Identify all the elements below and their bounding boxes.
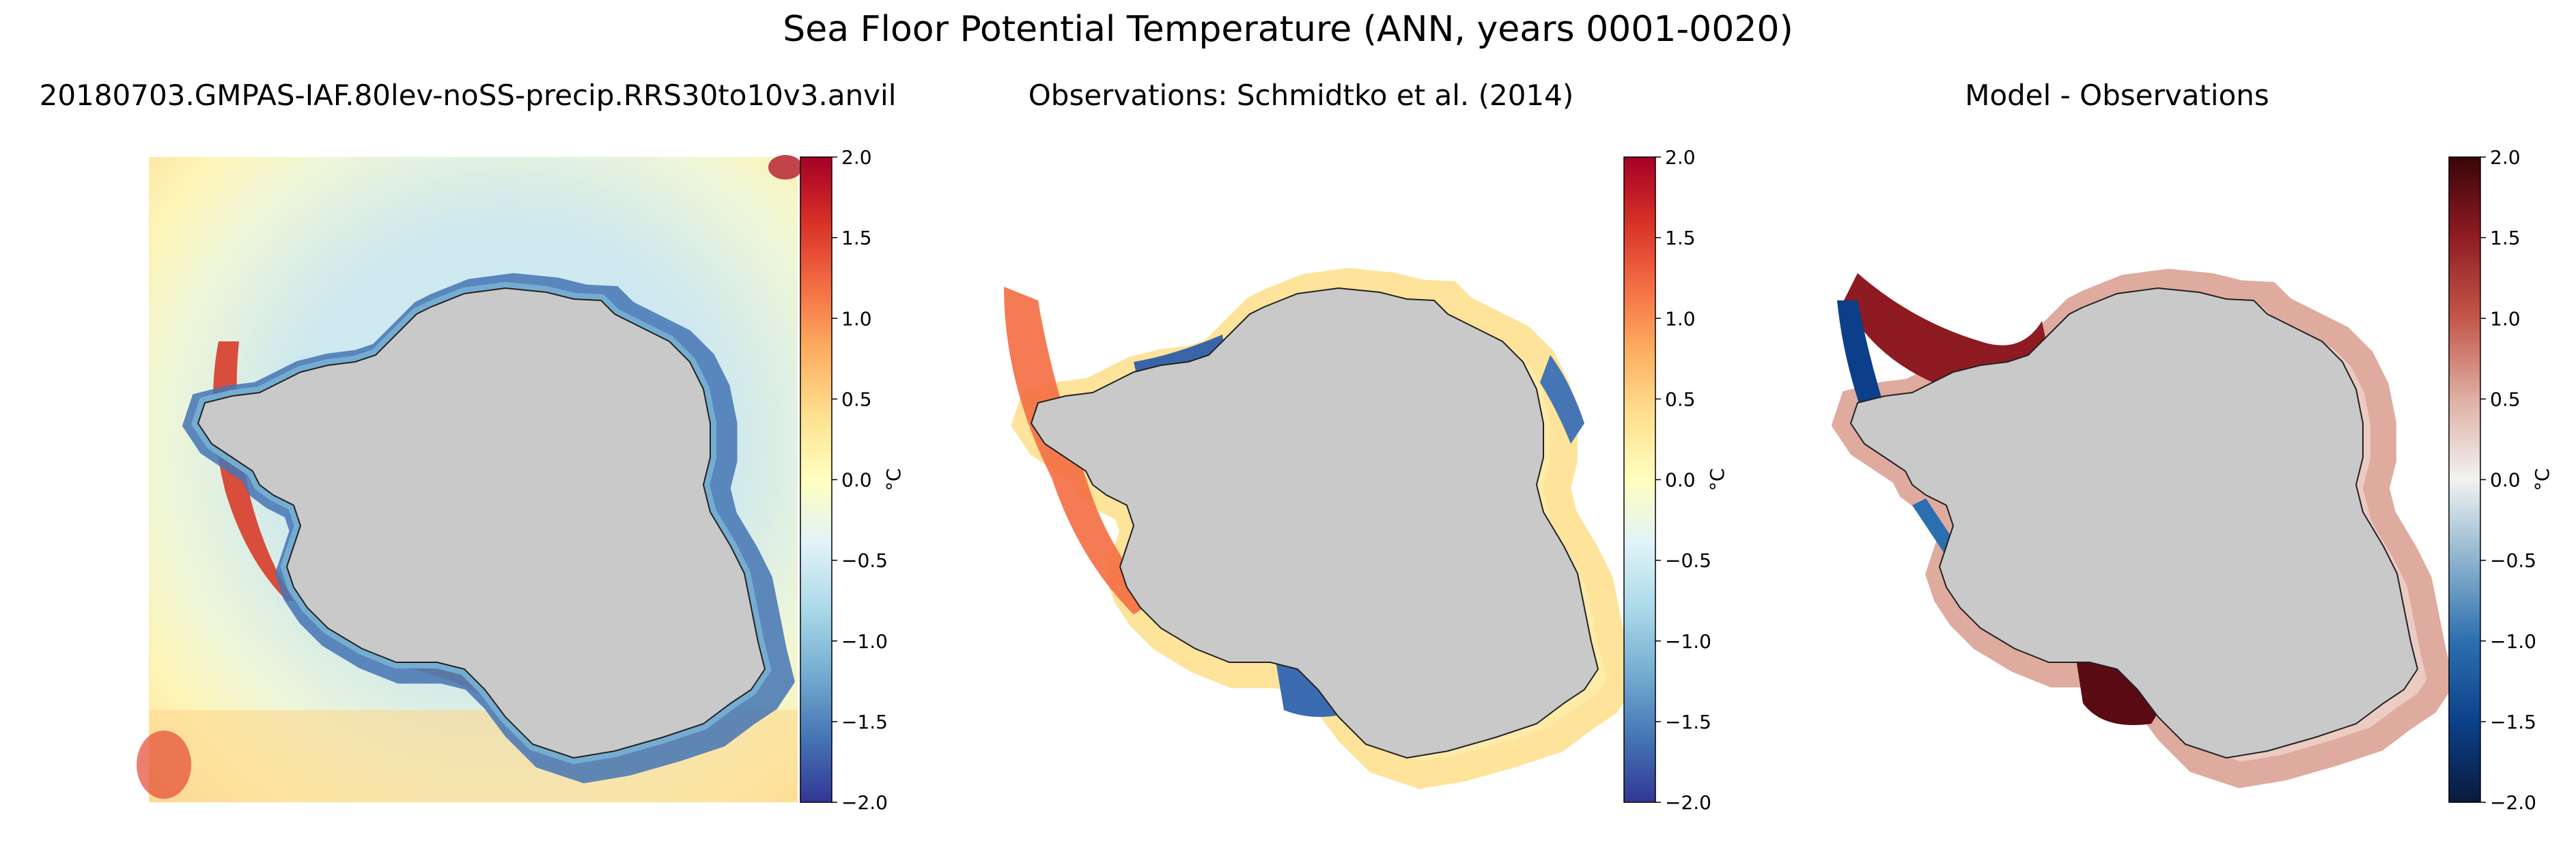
colorbar-scale [1623,156,1656,803]
colorbar-difference: 2.0 1.5 1.0 0.5 0.0 −0.5 −1.0 −1.5 −2.0 °C [2448,146,2553,814]
panel-title-difference: Model - Observations [1965,79,2269,112]
colorbar-model: 2.0 1.5 1.0 0.5 0.0 −0.5 −1.0 −1.5 −2.0 °C [800,146,905,814]
colorbar-tick-label: 0.0 [841,469,872,492]
colorbar-unit-label: °C [882,468,905,492]
colorbar-tick-label: 0.5 [2490,388,2521,410]
panel-observations [1004,282,1621,775]
colorbar-scale [2448,156,2481,803]
colorbar-tick-label: 1.5 [841,227,872,249]
colorbar-tick-label: −0.5 [2490,550,2536,572]
colorbar-tick-label: −1.5 [2490,711,2536,733]
figure-title: Sea Floor Potential Temperature (ANN, ye… [783,9,1793,50]
colorbar-tick-label: −1.0 [2490,630,2536,653]
model-warm-spot [768,155,802,180]
colorbar-tick-label: 1.5 [1665,227,1696,249]
colorbar-tick-label: 0.5 [1665,388,1696,410]
colorbar-tick-label: −2.0 [2490,791,2536,814]
model-warm-spot [137,731,191,799]
colorbar-tick-label: −1.0 [1665,630,1711,653]
obs-warm-shelf [1004,287,1154,614]
colorbar-tick-label: −2.0 [841,791,888,814]
colorbar-tick-label: 1.0 [1665,307,1696,330]
obs-cold-shelf [1540,355,1584,444]
colorbar-tick-label: 1.5 [2490,227,2521,249]
colorbar-tick-label: 0.5 [841,388,872,410]
colorbar-tick-label: −1.5 [1665,711,1711,733]
colorbar-scale [800,156,832,803]
colorbar-tick-label: 0.0 [2490,469,2521,492]
colorbar-tick-label: −2.0 [1665,791,1711,814]
colorbar-tick-label: 2.0 [1665,146,1696,169]
panel-model [137,155,802,802]
colorbar-unit-label: °C [1706,468,1728,492]
colorbar-tick-label: −0.5 [841,550,888,572]
colorbar-tick-label: 0.0 [1665,469,1696,492]
colorbar-tick-label: −1.5 [841,711,888,733]
colorbar-tick-label: 1.0 [841,307,872,330]
panel-title-observations: Observations: Schmidtko et al. (2014) [1028,79,1574,112]
colorbar-tick-label: 2.0 [2490,146,2521,169]
colorbar-unit-label: °C [2531,468,2553,492]
colorbar-tick-label: 1.0 [2490,307,2521,330]
panel-title-model: 20180703.GMPAS-IAF.80lev-noSS-precip.RRS… [39,79,897,112]
colorbar-tick-label: −1.0 [841,630,888,653]
colorbar-tick-label: −0.5 [1665,550,1711,572]
panel-difference [1837,273,2441,775]
diff-warm-anomaly [1844,273,2049,386]
colorbar-tick-label: 2.0 [841,146,872,169]
colorbar-observations: 2.0 1.5 1.0 0.5 0.0 −0.5 −1.0 −1.5 −2.0 °C [1623,146,1728,814]
